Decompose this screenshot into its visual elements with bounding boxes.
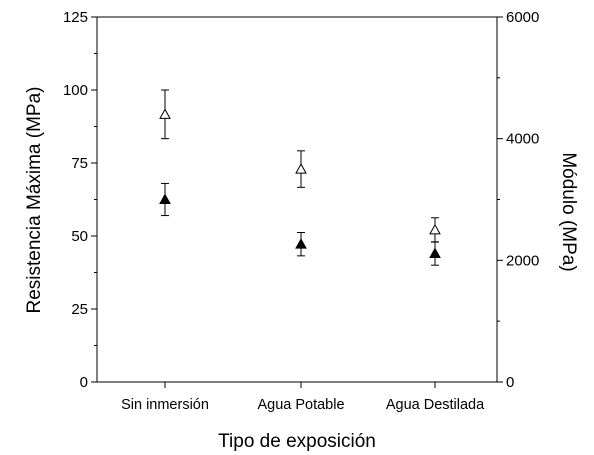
data-marks (159, 89, 441, 266)
resistencia-point (429, 247, 441, 259)
x-axis-title: Tipo de exposición (218, 431, 376, 452)
resistencia-point (295, 238, 307, 249)
right-axis-ticks: 0 2000 4000 6000 (497, 9, 539, 391)
y-axis-title: Resistencia Máxima (MPa) (24, 87, 45, 314)
modulo-point (295, 163, 307, 174)
right-tick-label: 6000 (506, 9, 539, 26)
left-tick-label: 100 (63, 82, 88, 99)
x-axis-ticks: Sin inmersión Agua Potable Agua Destilada (121, 382, 485, 413)
right-tick-label: 4000 (506, 131, 539, 148)
modulo-point (159, 108, 171, 119)
left-tick-label: 75 (71, 155, 88, 172)
left-tick-label: 50 (71, 228, 88, 245)
left-axis-ticks: 0 25 50 75 100 125 (63, 9, 97, 391)
x-tick-label: Agua Potable (257, 397, 344, 413)
right-tick-label: 2000 (506, 252, 539, 269)
y2-axis-title: Módulo (MPa) (558, 152, 579, 271)
x-tick-label: Sin inmersión (121, 397, 209, 413)
left-tick-label: 25 (71, 301, 88, 318)
right-tick-label: 0 (506, 374, 514, 391)
x-tick-label: Agua Destilada (386, 397, 485, 413)
plot-frame (96, 16, 498, 383)
resistencia-point (159, 193, 171, 204)
left-tick-label: 0 (80, 374, 88, 391)
left-tick-label: 125 (63, 9, 88, 26)
modulo-point (429, 223, 441, 235)
